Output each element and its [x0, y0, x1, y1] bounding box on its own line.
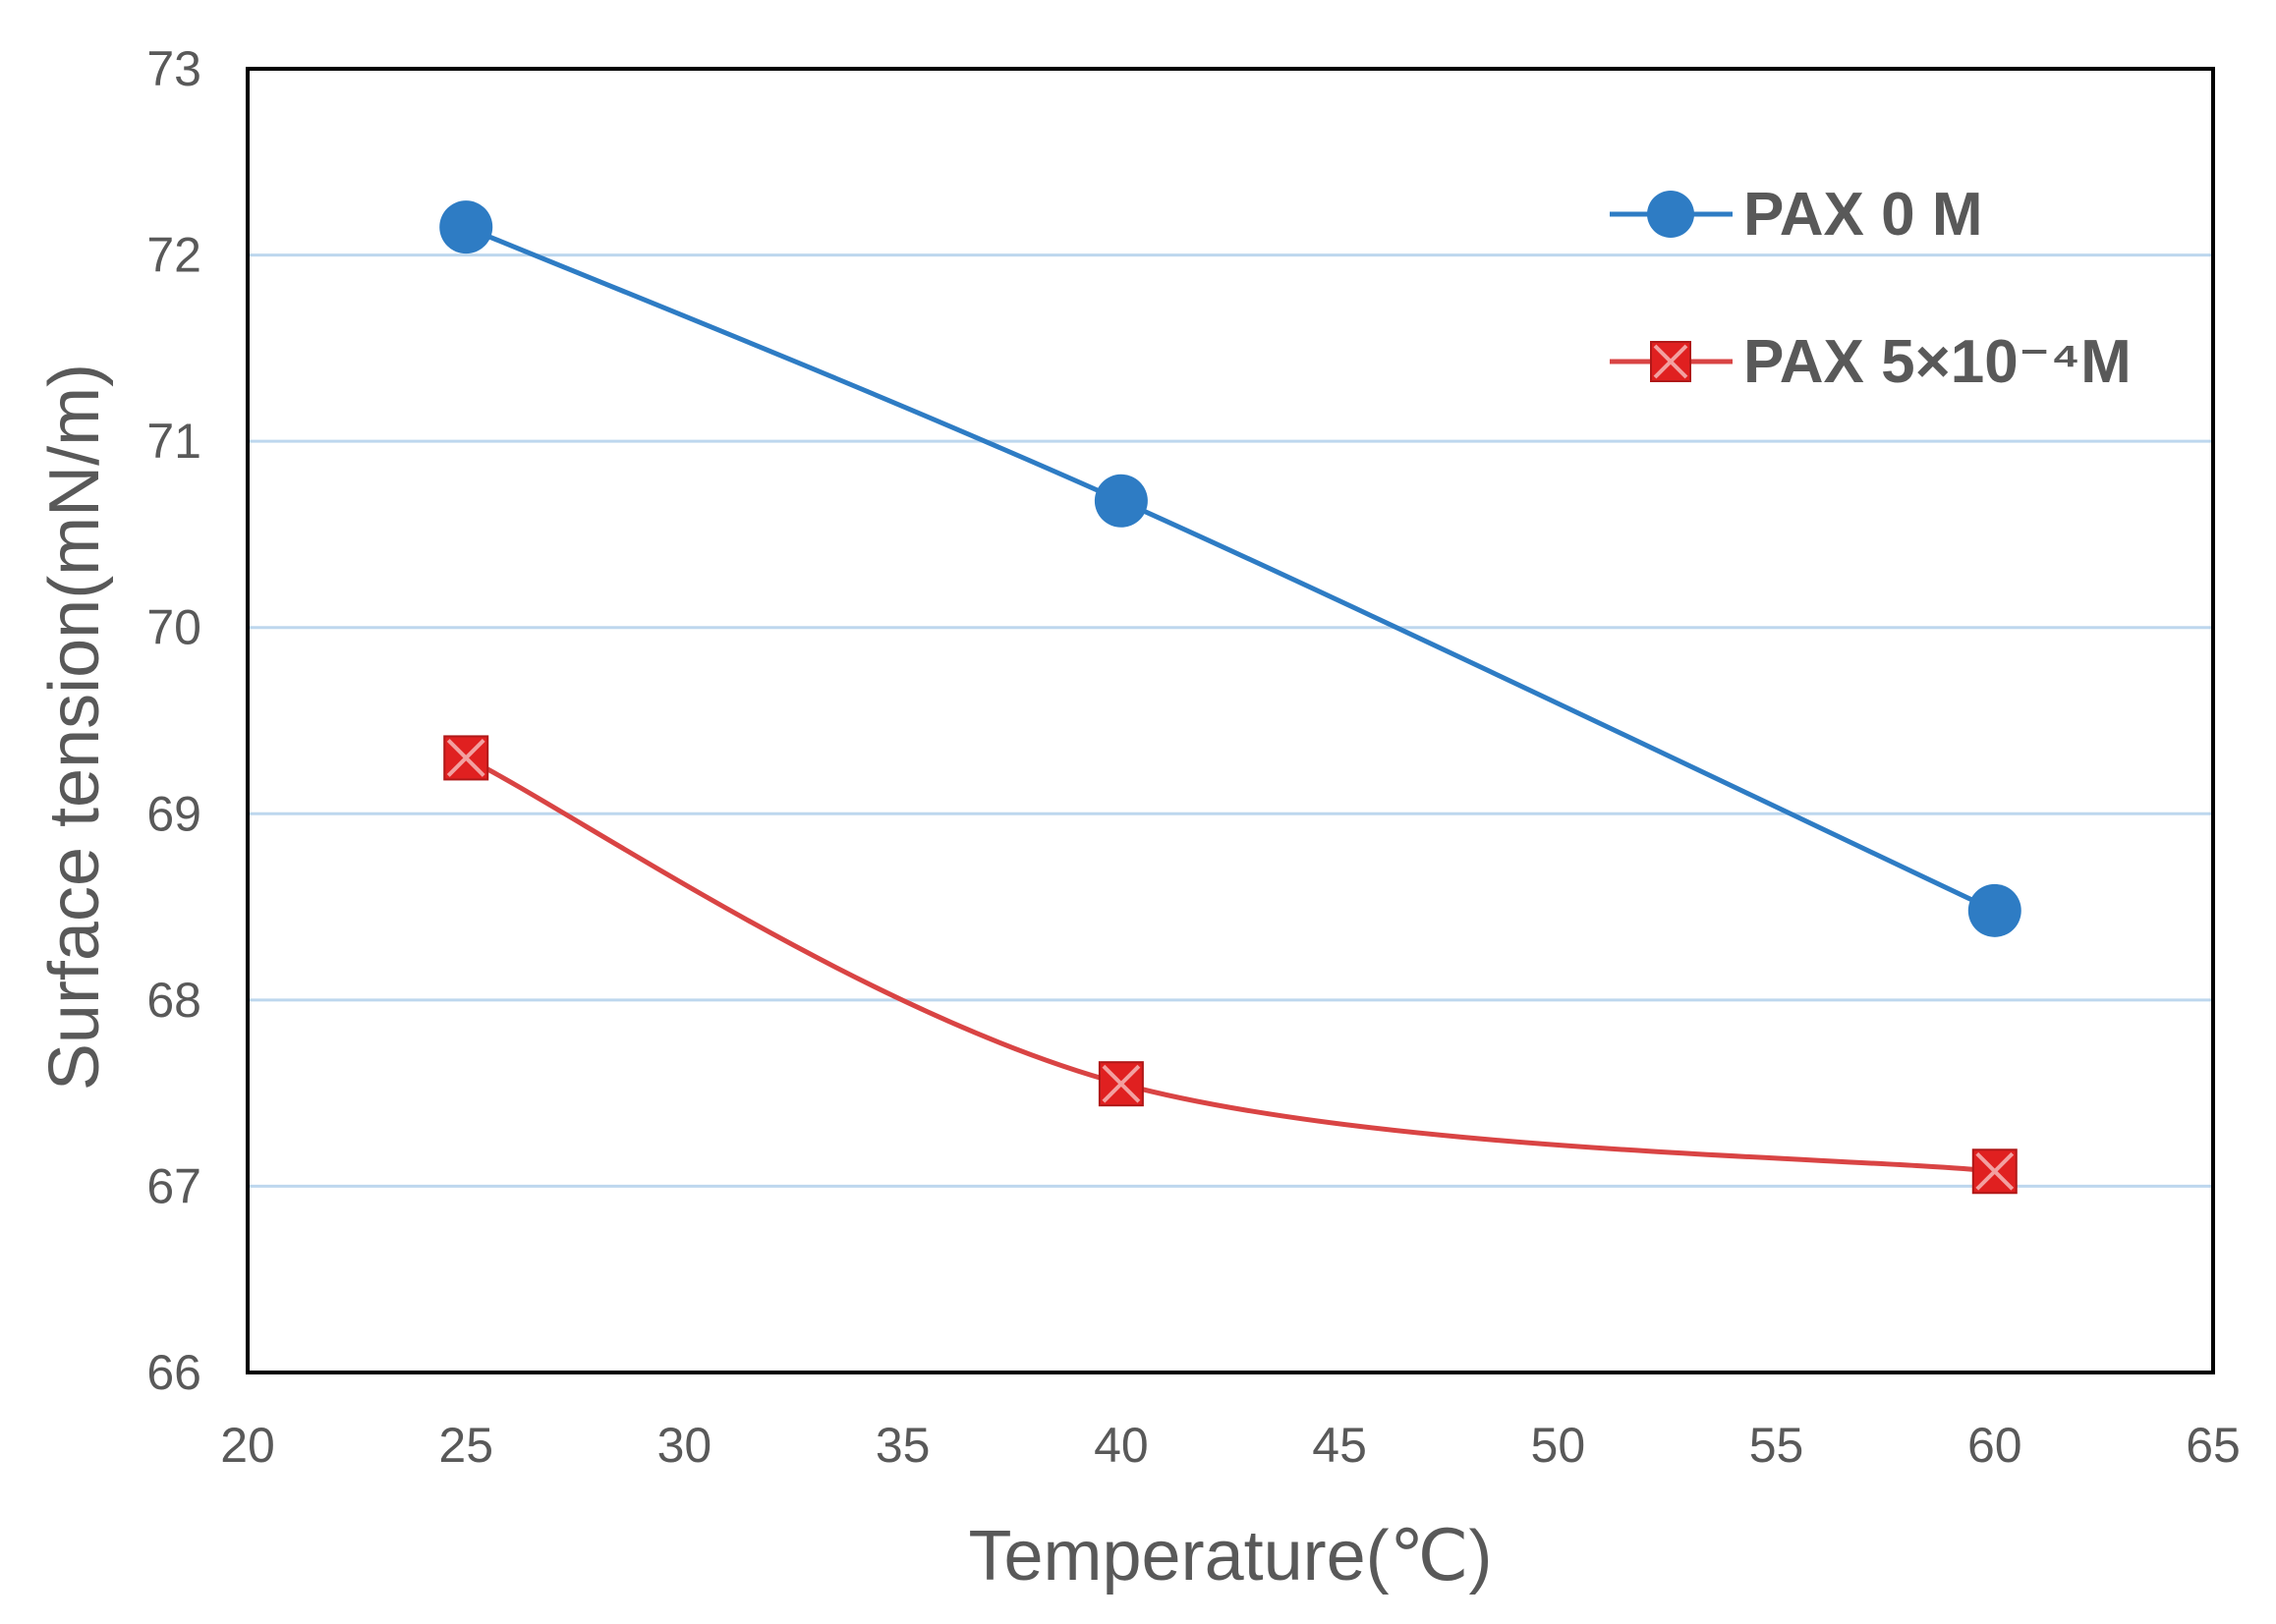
- data-point-circle: [1094, 474, 1148, 528]
- y-tick-label: 68: [146, 973, 201, 1028]
- y-axis-tick-labels: 66 67 68 69 70 71 72 73: [146, 41, 201, 1400]
- x-tick-label: 25: [438, 1418, 493, 1473]
- x-axis-title: Temperature(℃): [968, 1517, 1492, 1596]
- x-tick-label: 65: [2186, 1418, 2241, 1473]
- grid-lines: [248, 253, 2213, 1188]
- legend-label-pax-0m: PAX 0 M: [1743, 181, 1982, 249]
- x-tick-label: 20: [220, 1418, 275, 1473]
- legend-label-pax-5e-4m: PAX 5×10⁻⁴M: [1743, 328, 2132, 396]
- x-tick-label: 55: [1749, 1418, 1804, 1473]
- data-point-square: [1098, 1061, 1144, 1107]
- x-tick-label: 45: [1312, 1418, 1367, 1473]
- legend: PAX 0 M PAX 5×10⁻⁴M: [1610, 181, 2132, 396]
- x-tick-label: 30: [657, 1418, 712, 1473]
- y-tick-label: 70: [146, 600, 201, 655]
- y-tick-label: 73: [146, 41, 201, 96]
- data-point-square: [443, 735, 489, 781]
- data-point-circle: [439, 200, 493, 254]
- plot-area-border: [246, 67, 2215, 1374]
- data-point-circle: [1967, 883, 2021, 937]
- y-tick-label: 67: [146, 1158, 201, 1213]
- y-tick-label: 71: [146, 414, 201, 469]
- y-tick-label: 66: [146, 1345, 201, 1400]
- y-tick-label: 72: [146, 228, 201, 283]
- y-tick-label: 69: [146, 786, 201, 841]
- y-axis-title: Surface tension(mN/m): [35, 364, 114, 1091]
- x-tick-label: 35: [876, 1418, 931, 1473]
- data-point-square: [1971, 1148, 2018, 1195]
- legend-marker-square-x: [1650, 341, 1691, 382]
- x-axis-tick-labels: 20 25 30 35 40 45 50 55 60 65: [220, 1418, 2241, 1473]
- series-line-0: [465, 224, 1996, 914]
- x-tick-label: 60: [1967, 1418, 2022, 1473]
- x-tick-label: 40: [1094, 1418, 1149, 1473]
- data-series: [439, 200, 2021, 1195]
- x-tick-label: 50: [1531, 1418, 1586, 1473]
- legend-marker-circle: [1647, 191, 1694, 238]
